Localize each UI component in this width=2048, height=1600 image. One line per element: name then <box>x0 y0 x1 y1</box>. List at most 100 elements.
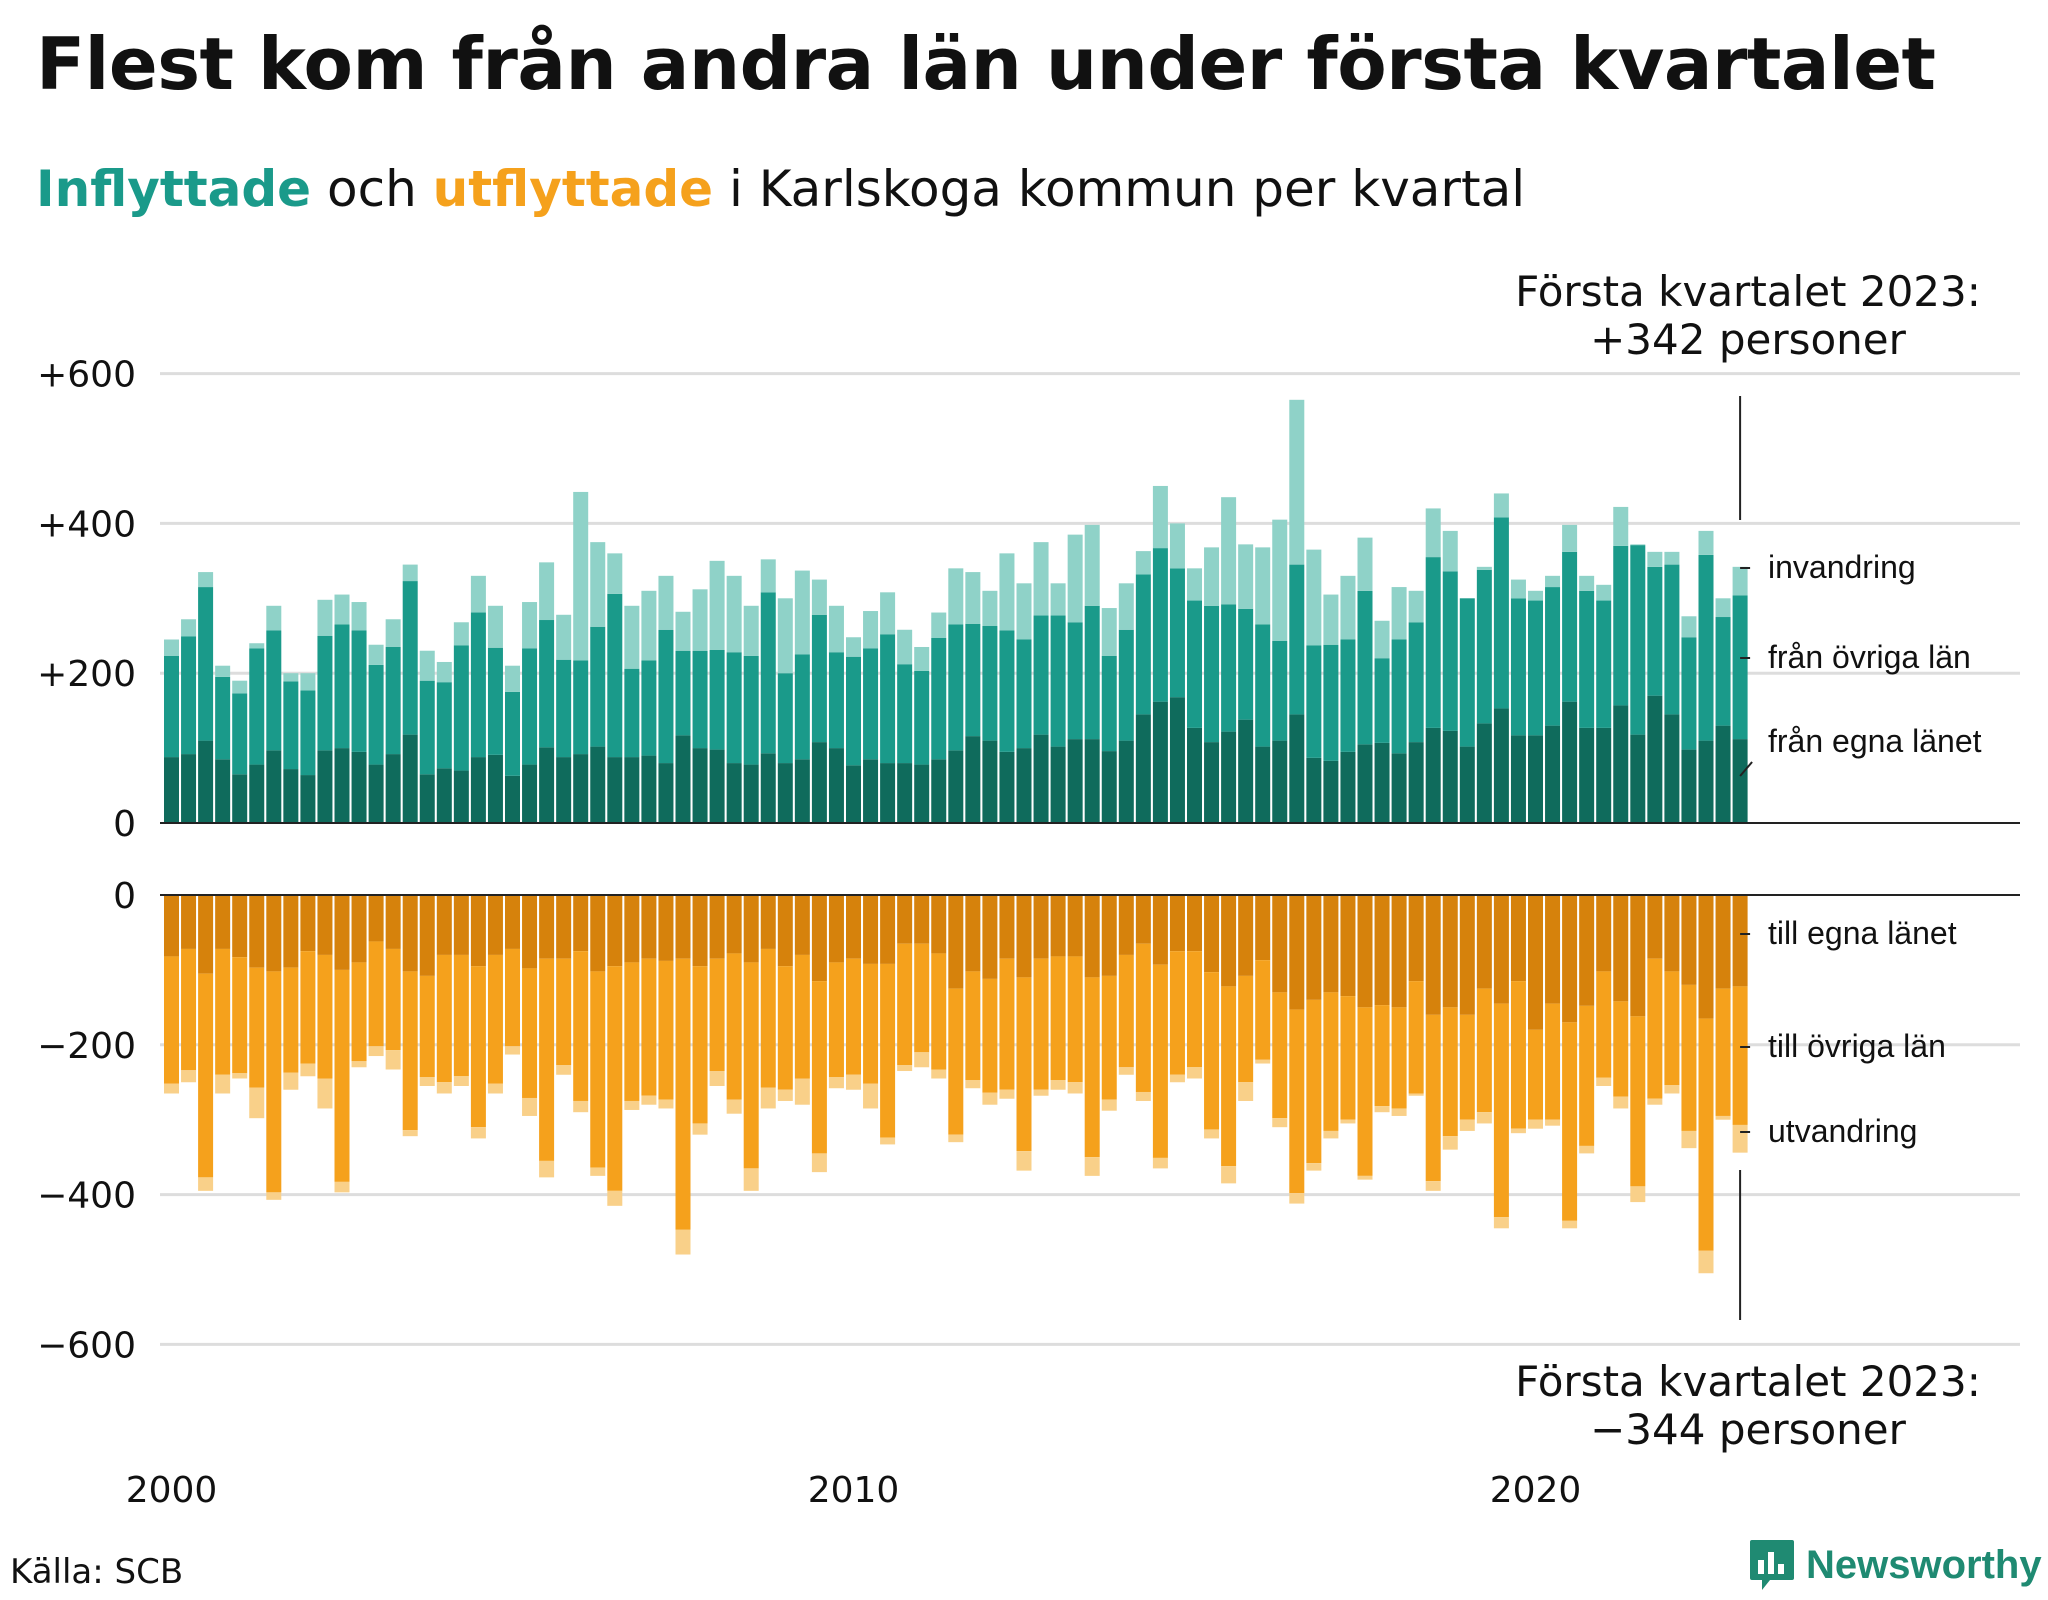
inflow-bar-segment <box>470 612 486 758</box>
outflow-bar-segment <box>266 895 282 972</box>
inflow-bar-segment <box>794 570 810 655</box>
inflow-bar-segment <box>1238 719 1254 823</box>
outflow-bar-segment <box>300 951 316 1064</box>
inflow-bar-segment <box>1272 640 1288 741</box>
outflow-bar-segment <box>1630 1016 1646 1187</box>
outflow-bar-segment <box>1391 895 1407 1008</box>
inflow-bar-segment <box>334 594 350 625</box>
inflow-bar-segment <box>1442 730 1458 823</box>
outflow-bar-segment <box>897 1065 913 1072</box>
inflow-bar-segment <box>1613 506 1629 546</box>
outflow-bar-segment <box>317 895 333 955</box>
inflow-bar-segment <box>215 759 231 823</box>
outflow-bar-segment <box>760 895 776 949</box>
outflow-bar-segment <box>624 962 640 1101</box>
inflow-bar-segment <box>1221 604 1237 732</box>
inflow-bar-segment <box>846 765 861 823</box>
outflow-bar-segment <box>1050 956 1066 1080</box>
outflow-bar-segment <box>522 968 538 1098</box>
inflow-bar-segment <box>1135 574 1151 715</box>
outflow-bar-segment <box>436 895 452 955</box>
outflow-bar-segment <box>607 1190 623 1206</box>
inflow-bar-segment <box>1306 757 1322 823</box>
inflow-bar-segment <box>777 763 793 823</box>
outflow-bar-segment <box>1425 1014 1441 1182</box>
outflow-bar-segment <box>232 895 248 958</box>
inflow-bar-segment <box>931 612 947 638</box>
inflow-bar-segment <box>863 759 879 823</box>
outflow-bar-segment <box>1169 1074 1185 1083</box>
outflow-bar-segment <box>1221 986 1237 1167</box>
annotation-upper-line2: +342 personer <box>1590 315 1907 364</box>
inflow-bar-segment <box>982 740 998 823</box>
inflow-bar-segment <box>1681 637 1697 750</box>
inflow-bar-segment <box>181 619 197 637</box>
subtitle-connector: och <box>311 160 433 218</box>
inflow-bar-segment <box>1204 742 1220 823</box>
outflow-bar-segment <box>1630 895 1646 1017</box>
outflow-bar-segment <box>453 895 469 955</box>
inflow-bar-segment <box>1664 564 1680 715</box>
outflow-bar-segment <box>863 963 879 1084</box>
outflow-bar-segment <box>590 895 606 972</box>
outflow-bar-segment <box>1357 1007 1373 1176</box>
outflow-bar-segment <box>1033 958 1049 1090</box>
outflow-bar-segment <box>675 895 691 959</box>
inflow-bar-segment <box>999 553 1015 631</box>
inflow-bar-segment <box>1425 557 1441 728</box>
outflow-bar-segment <box>1101 895 1117 976</box>
inflow-bar-segment <box>1152 485 1168 549</box>
inflow-bar-segment <box>675 611 691 651</box>
inflow-bar-segment <box>1152 548 1168 702</box>
inflow-bar-segment <box>1664 714 1680 823</box>
inflow-bar-segment <box>1050 583 1066 616</box>
inflow-bar-segment <box>880 634 896 764</box>
inflow-bar-segment <box>487 647 503 755</box>
outflow-bar-segment <box>522 895 538 969</box>
inflow-bar-segment <box>436 661 452 683</box>
chart-labels: 0 +200 +400 +600 0 −200 −400 −600 2000 2010 2020 Fö… <box>37 267 1982 1511</box>
outflow-bar-segment <box>658 895 674 961</box>
outflow-bar-segment <box>419 895 435 976</box>
outflow-bar-segment <box>1084 977 1100 1158</box>
inflow-bar-segment <box>914 764 930 823</box>
outflow-bar-segment <box>828 962 844 1078</box>
inflow-bar-segment <box>1118 583 1134 630</box>
inflow-bar-segment <box>965 623 981 737</box>
outflow-bar-segment <box>283 967 299 1073</box>
outflow-bar-segment <box>1135 943 1151 1092</box>
outflow-bar-segment <box>1187 895 1202 952</box>
outflow-bar-segment <box>283 1072 299 1090</box>
outflow-bar-segment <box>1596 895 1612 972</box>
outflow-bar-segment <box>880 895 896 964</box>
outflow-bar-segment <box>914 943 930 1053</box>
outflow-bar-segment <box>743 1168 759 1191</box>
outflow-bar-segment <box>777 966 793 1090</box>
inflow-bar-segment <box>1715 617 1731 726</box>
inflow-bar-segment <box>1255 547 1271 625</box>
outflow-bar-segment <box>198 973 214 1178</box>
outflow-bar-segment <box>624 1100 640 1110</box>
inflow-bar-segment <box>164 655 179 758</box>
outflow-bar-segment <box>1408 895 1424 982</box>
outflow-bar-segment <box>880 963 896 1138</box>
y-tick-label: −200 <box>37 1026 136 1067</box>
outflow-bar-segment <box>1493 1003 1509 1218</box>
inflow-bar-segment <box>1562 701 1578 823</box>
outflow-bar-segment <box>1118 954 1134 1068</box>
inflow-bar-segment <box>1698 740 1714 823</box>
inflow-bar-segment <box>573 491 589 661</box>
outflow-bar-segment <box>641 895 657 959</box>
inflow-bar-segment <box>1050 615 1066 747</box>
inflow-bar-segment <box>1323 594 1339 645</box>
inflow-bar-segment <box>1528 590 1543 601</box>
inflow-bar-segment <box>402 564 418 582</box>
outflow-bar-segment <box>1545 1003 1561 1120</box>
outflow-bar-segment <box>487 1083 503 1094</box>
inflow-bar-segment <box>880 763 896 823</box>
outflow-bar-segment <box>1442 1007 1458 1137</box>
outflow-bar-segment <box>1442 895 1458 1008</box>
inflow-bar-segment <box>897 629 913 665</box>
inflow-bar-segment <box>300 775 316 823</box>
outflow-bar-segment <box>300 1063 316 1077</box>
